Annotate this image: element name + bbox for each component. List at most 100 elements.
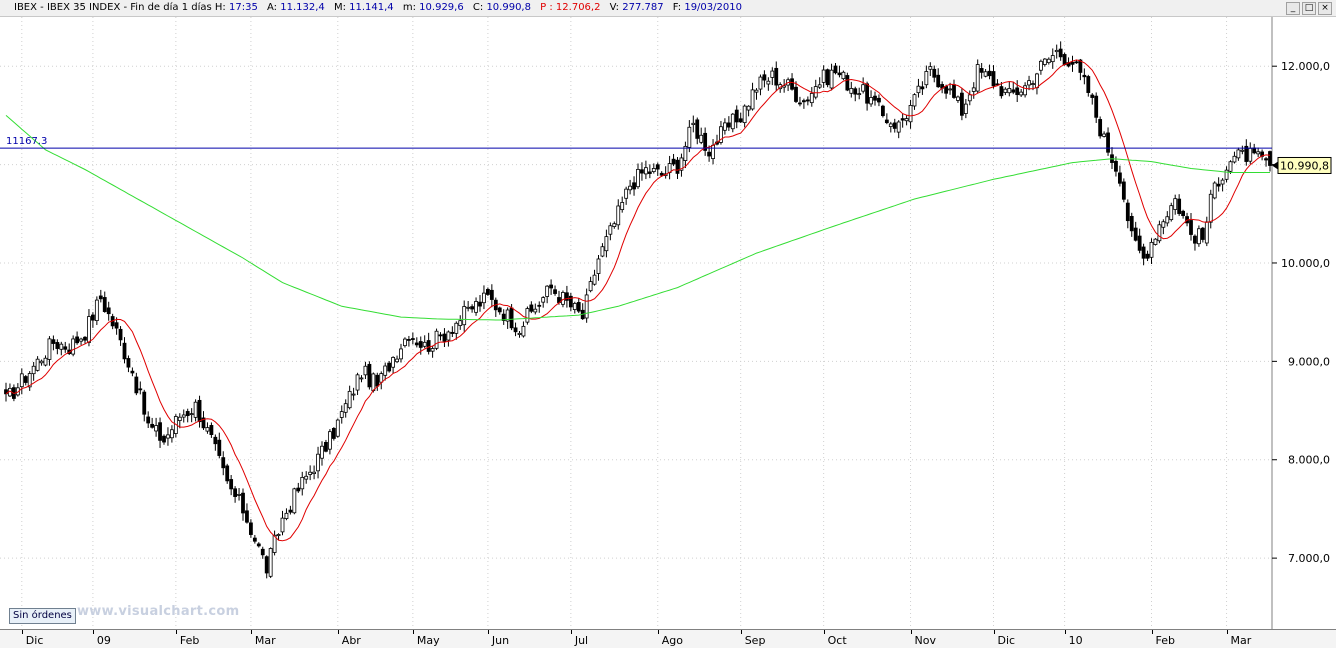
candle-body [612, 223, 617, 227]
candle-body [1208, 193, 1213, 223]
candle-body [568, 295, 573, 308]
candle-body [454, 322, 459, 334]
x-tick-mark [250, 630, 252, 634]
candle-body [320, 445, 324, 459]
y-tick-label: 12.000,0 [1281, 60, 1330, 73]
minimize-button[interactable]: _ [1286, 2, 1300, 15]
candle-body [790, 78, 794, 90]
candle-body [296, 487, 301, 492]
candle-body [616, 205, 621, 226]
candle-body [912, 94, 917, 107]
candle-body [888, 123, 893, 127]
low-value: 10.929,6 [419, 2, 464, 13]
candle-body [430, 348, 435, 352]
candle-body [1157, 224, 1162, 242]
candle-body [387, 362, 392, 372]
candle-body [896, 121, 901, 133]
volume-label: V: [609, 2, 620, 13]
candle-body [956, 96, 960, 101]
candle-body [1070, 61, 1075, 65]
candle-body [1031, 83, 1035, 85]
candle-body [1264, 158, 1268, 161]
watermark: www.visualchart.com [77, 604, 240, 619]
candle-body [276, 534, 281, 537]
candle-body [272, 534, 277, 553]
candle-body [1050, 55, 1055, 63]
candle-body [375, 374, 380, 387]
x-tick-label: Mar [254, 634, 276, 647]
candle-body [426, 340, 431, 352]
candle-body [201, 417, 206, 429]
candle-body [209, 425, 214, 436]
candle-body [711, 144, 715, 159]
x-tick-label: May [416, 634, 440, 647]
candle-body [971, 87, 976, 92]
candle-body [122, 342, 127, 360]
x-tick-mark [1064, 630, 1066, 634]
candle-body [628, 185, 632, 191]
x-tick-mark [175, 630, 177, 634]
candle-body [1177, 198, 1182, 214]
x-tick-mark [993, 630, 995, 634]
candle-body [869, 97, 873, 105]
candle-body [928, 66, 933, 70]
candle-body [35, 358, 40, 371]
candle-body [529, 304, 534, 312]
candle-body [379, 373, 384, 383]
candle-body [592, 274, 597, 285]
orders-status-button[interactable]: Sin órdenes [9, 608, 76, 624]
x-tick-label: Abr [341, 634, 361, 647]
candle-body [960, 92, 964, 116]
candle-body [102, 297, 107, 312]
candle-body [588, 281, 593, 292]
candle-body [521, 325, 526, 337]
candle-body [770, 70, 775, 78]
candle-body [1027, 80, 1031, 86]
candle-body [936, 74, 941, 88]
candle-body [1062, 54, 1067, 65]
candle-body [1216, 183, 1221, 187]
candle-body [505, 309, 510, 322]
candle-body [1003, 88, 1008, 93]
candle-body [470, 306, 475, 310]
candle-body [833, 65, 838, 74]
maximize-button[interactable]: □ [1302, 2, 1316, 15]
candle-body [351, 393, 356, 396]
x-tick-label: 10 [1068, 634, 1083, 647]
candle-body [671, 158, 676, 165]
candle-body [782, 85, 787, 88]
candle-body [821, 69, 826, 83]
candle-body [549, 284, 553, 289]
candle-body [766, 80, 771, 85]
candle-body [339, 411, 344, 418]
candle-body [316, 453, 320, 472]
close-button[interactable]: × [1318, 2, 1332, 15]
short-moving-average-line [5, 59, 1271, 542]
x-tick-mark [412, 630, 414, 634]
candle-body [343, 403, 348, 413]
x-tick-label: Oct [827, 634, 847, 647]
candle-body [861, 84, 866, 92]
x-tick-label: Dic [25, 634, 44, 647]
candle-body [1212, 182, 1217, 199]
candle-body [805, 99, 810, 102]
price-chart[interactable]: 7.000,08.000,09.000,010.000,011.000,012.… [0, 17, 1336, 629]
candle-body [150, 423, 155, 428]
close-value: 10.990,8 [486, 2, 531, 13]
candle-body [509, 307, 514, 329]
candle-body [1019, 91, 1024, 96]
candle-body [501, 313, 506, 321]
long-moving-average-line [5, 115, 1270, 321]
candle-body [576, 302, 581, 312]
candle-body [675, 159, 680, 174]
candle-body [403, 338, 407, 347]
candle-body [166, 434, 170, 439]
candle-body [1197, 228, 1201, 245]
candle-body [944, 86, 948, 94]
candle-body [1232, 155, 1237, 163]
candle-body [809, 93, 814, 104]
candle-body [355, 374, 360, 391]
candle-body [75, 336, 79, 344]
candle-body [347, 390, 352, 409]
candle-body [877, 97, 881, 103]
